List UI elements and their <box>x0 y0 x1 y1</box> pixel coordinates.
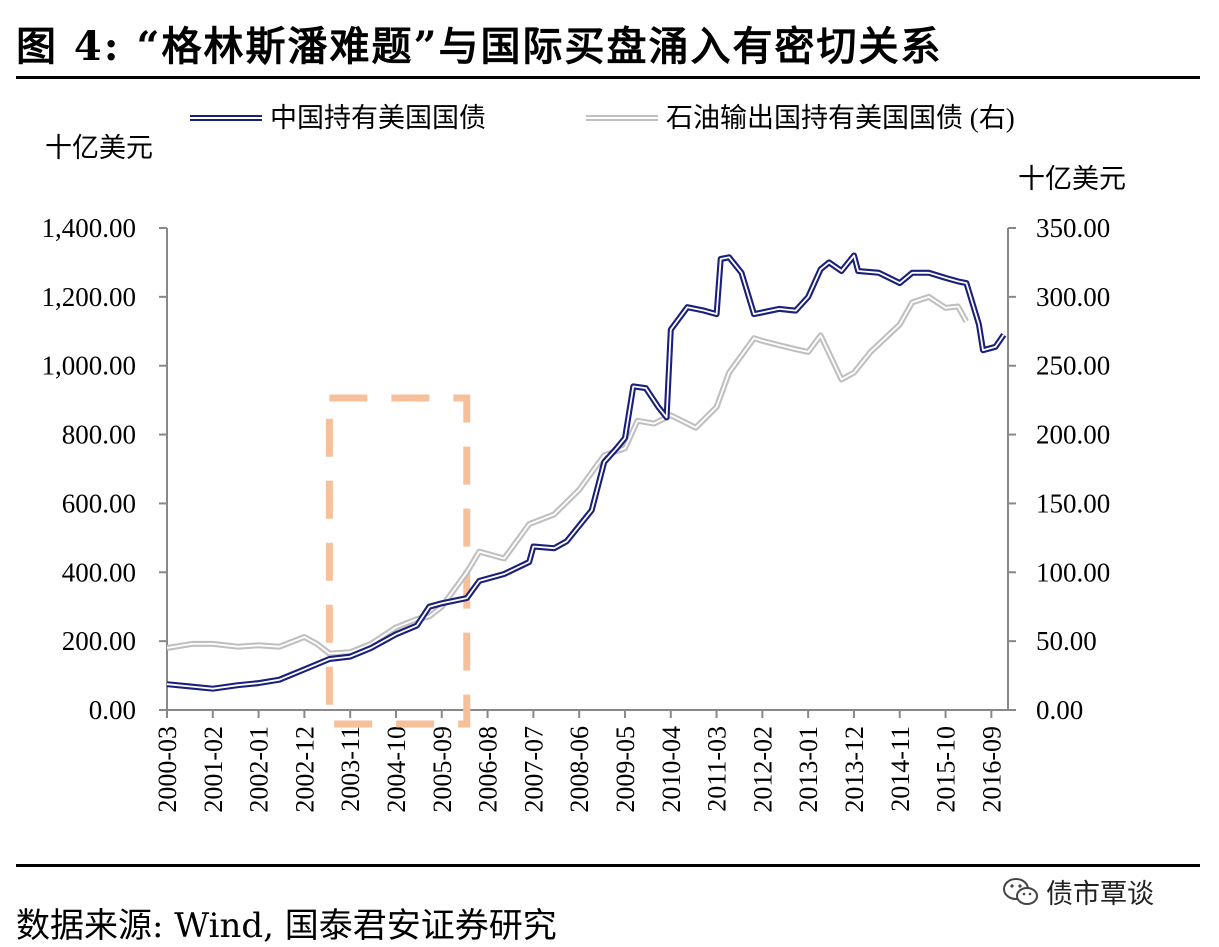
highlight-box <box>325 394 471 728</box>
left-tick-label: 600.00 <box>62 488 136 518</box>
right-tick-label: 0.00 <box>1036 695 1083 725</box>
series-line-0 <box>166 252 1007 692</box>
x-tick-label: 2013-01 <box>794 726 823 813</box>
left-tick-label: 800.00 <box>62 420 136 450</box>
right-tick-label: 250.00 <box>1036 351 1110 381</box>
bottom-rule <box>16 864 1200 867</box>
right-axis-unit: 十亿美元 <box>1018 164 1126 194</box>
x-tick-label: 2009-05 <box>611 726 640 813</box>
x-tick-label: 2003-11 <box>336 726 365 812</box>
right-tick-label: 350.00 <box>1036 213 1110 243</box>
x-tick-label: 2002-01 <box>245 726 274 813</box>
legend-label-china: 中国持有美国国债 <box>270 103 486 133</box>
left-tick-label: 0.00 <box>89 695 136 725</box>
x-tick-label: 2002-12 <box>290 726 319 813</box>
x-tick-label: 2014-11 <box>886 726 915 812</box>
left-tick-label: 1,000.00 <box>42 351 137 381</box>
legend: 中国持有美国国债 石油输出国持有美国国债 (右) <box>190 103 1015 133</box>
x-tick-label: 2015-10 <box>932 726 961 813</box>
left-tick-label: 200.00 <box>62 626 136 656</box>
x-tick-label: 2005-09 <box>428 726 457 813</box>
watermark-text: 债市覃谈 <box>1046 879 1154 910</box>
series-line-1 <box>166 293 970 657</box>
x-tick-label: 2016-09 <box>977 726 1006 813</box>
x-tick-label: 2012-02 <box>748 726 777 813</box>
top-rule <box>16 76 1200 79</box>
left-axis-unit: 十亿美元 <box>45 133 153 163</box>
x-tick-label: 2010-04 <box>657 726 686 813</box>
x-tick-label: 2006-08 <box>474 726 503 813</box>
x-tick-label: 2007-07 <box>519 726 548 813</box>
left-tick-label: 400.00 <box>62 557 136 587</box>
series-line-core-0 <box>166 254 1005 690</box>
watermark: 债市覃谈 <box>1002 872 1154 911</box>
source-note: 数据来源: Wind, 国泰君安证券研究 <box>16 906 557 946</box>
right-tick-label: 300.00 <box>1036 282 1110 312</box>
x-tick-label: 2001-02 <box>199 726 228 813</box>
left-tick-label: 1,400.00 <box>42 213 137 243</box>
right-tick-label: 150.00 <box>1036 488 1110 518</box>
right-tick-label: 50.00 <box>1036 626 1097 656</box>
x-tick-label: 2008-06 <box>565 726 594 813</box>
right-tick-label: 200.00 <box>1036 420 1110 450</box>
x-tick-label: 2011-03 <box>703 726 732 812</box>
x-tick-label: 2004-10 <box>382 726 411 813</box>
figure-title: 图 4: “格林斯潘难题”与国际买盘涌入有密切关系 <box>16 23 943 70</box>
x-tick-label: 2000-03 <box>153 726 182 813</box>
wechat-icon <box>1003 877 1038 905</box>
x-tick-label: 2013-12 <box>840 726 869 813</box>
legend-label-opec: 石油输出国持有美国国债 (右) <box>666 103 1015 133</box>
right-tick-label: 100.00 <box>1036 557 1110 587</box>
series-line-core-1 <box>166 296 968 655</box>
left-tick-label: 1,200.00 <box>42 282 137 312</box>
